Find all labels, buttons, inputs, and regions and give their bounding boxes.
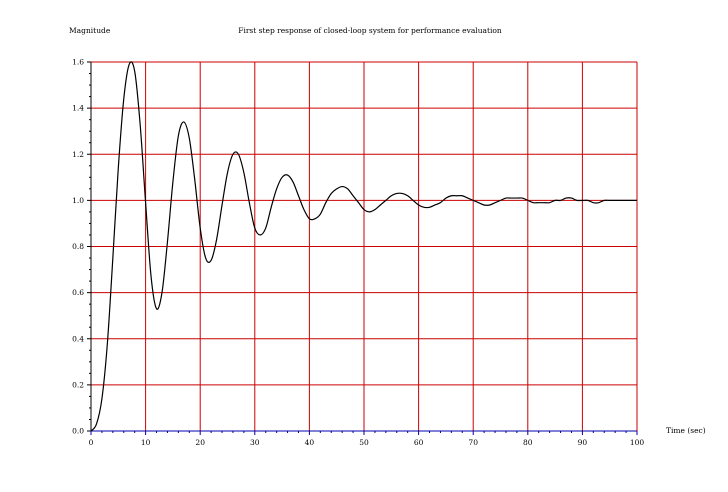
tick-labels: 0.0 0.2 0.4 0.6 0.8 1.0 1.2 1.4 1.6 0 10 20 30 40 50 60…	[72, 58, 644, 448]
y-tick-label: 0.8	[72, 242, 84, 251]
y-tick-label: 1.2	[72, 150, 84, 159]
series	[90, 61, 637, 432]
x-tick-label: 20	[195, 438, 205, 447]
x-tick-label: 10	[141, 438, 151, 447]
y-tick-label: 0.0	[72, 427, 84, 436]
y-tick-label: 1.4	[72, 104, 84, 113]
x-tick-label: 40	[305, 438, 315, 447]
x-tick-label: 0	[89, 438, 94, 447]
step-response-line	[90, 61, 637, 432]
x-tick-label: 60	[414, 438, 424, 447]
x-tick-label: 30	[250, 438, 260, 447]
y-tick-label: 0.6	[72, 288, 84, 297]
x-tick-label: 100	[630, 438, 645, 447]
x-tick-label: 90	[578, 438, 588, 447]
chart-title: First step response of closed-loop syste…	[238, 26, 502, 35]
x-axis-label: Time (sec)	[666, 426, 706, 435]
grid	[91, 61, 638, 431]
y-axis-label: Magnitude	[69, 26, 111, 35]
x-tick-label: 50	[359, 438, 369, 447]
x-tick-label: 70	[468, 438, 478, 447]
y-tick-label: 0.2	[72, 380, 84, 389]
x-tick-label: 80	[523, 438, 533, 447]
y-tick-label: 0.4	[72, 334, 84, 343]
axes	[87, 61, 638, 435]
y-tick-label: 1.0	[72, 196, 84, 205]
y-tick-label: 1.6	[72, 58, 84, 67]
